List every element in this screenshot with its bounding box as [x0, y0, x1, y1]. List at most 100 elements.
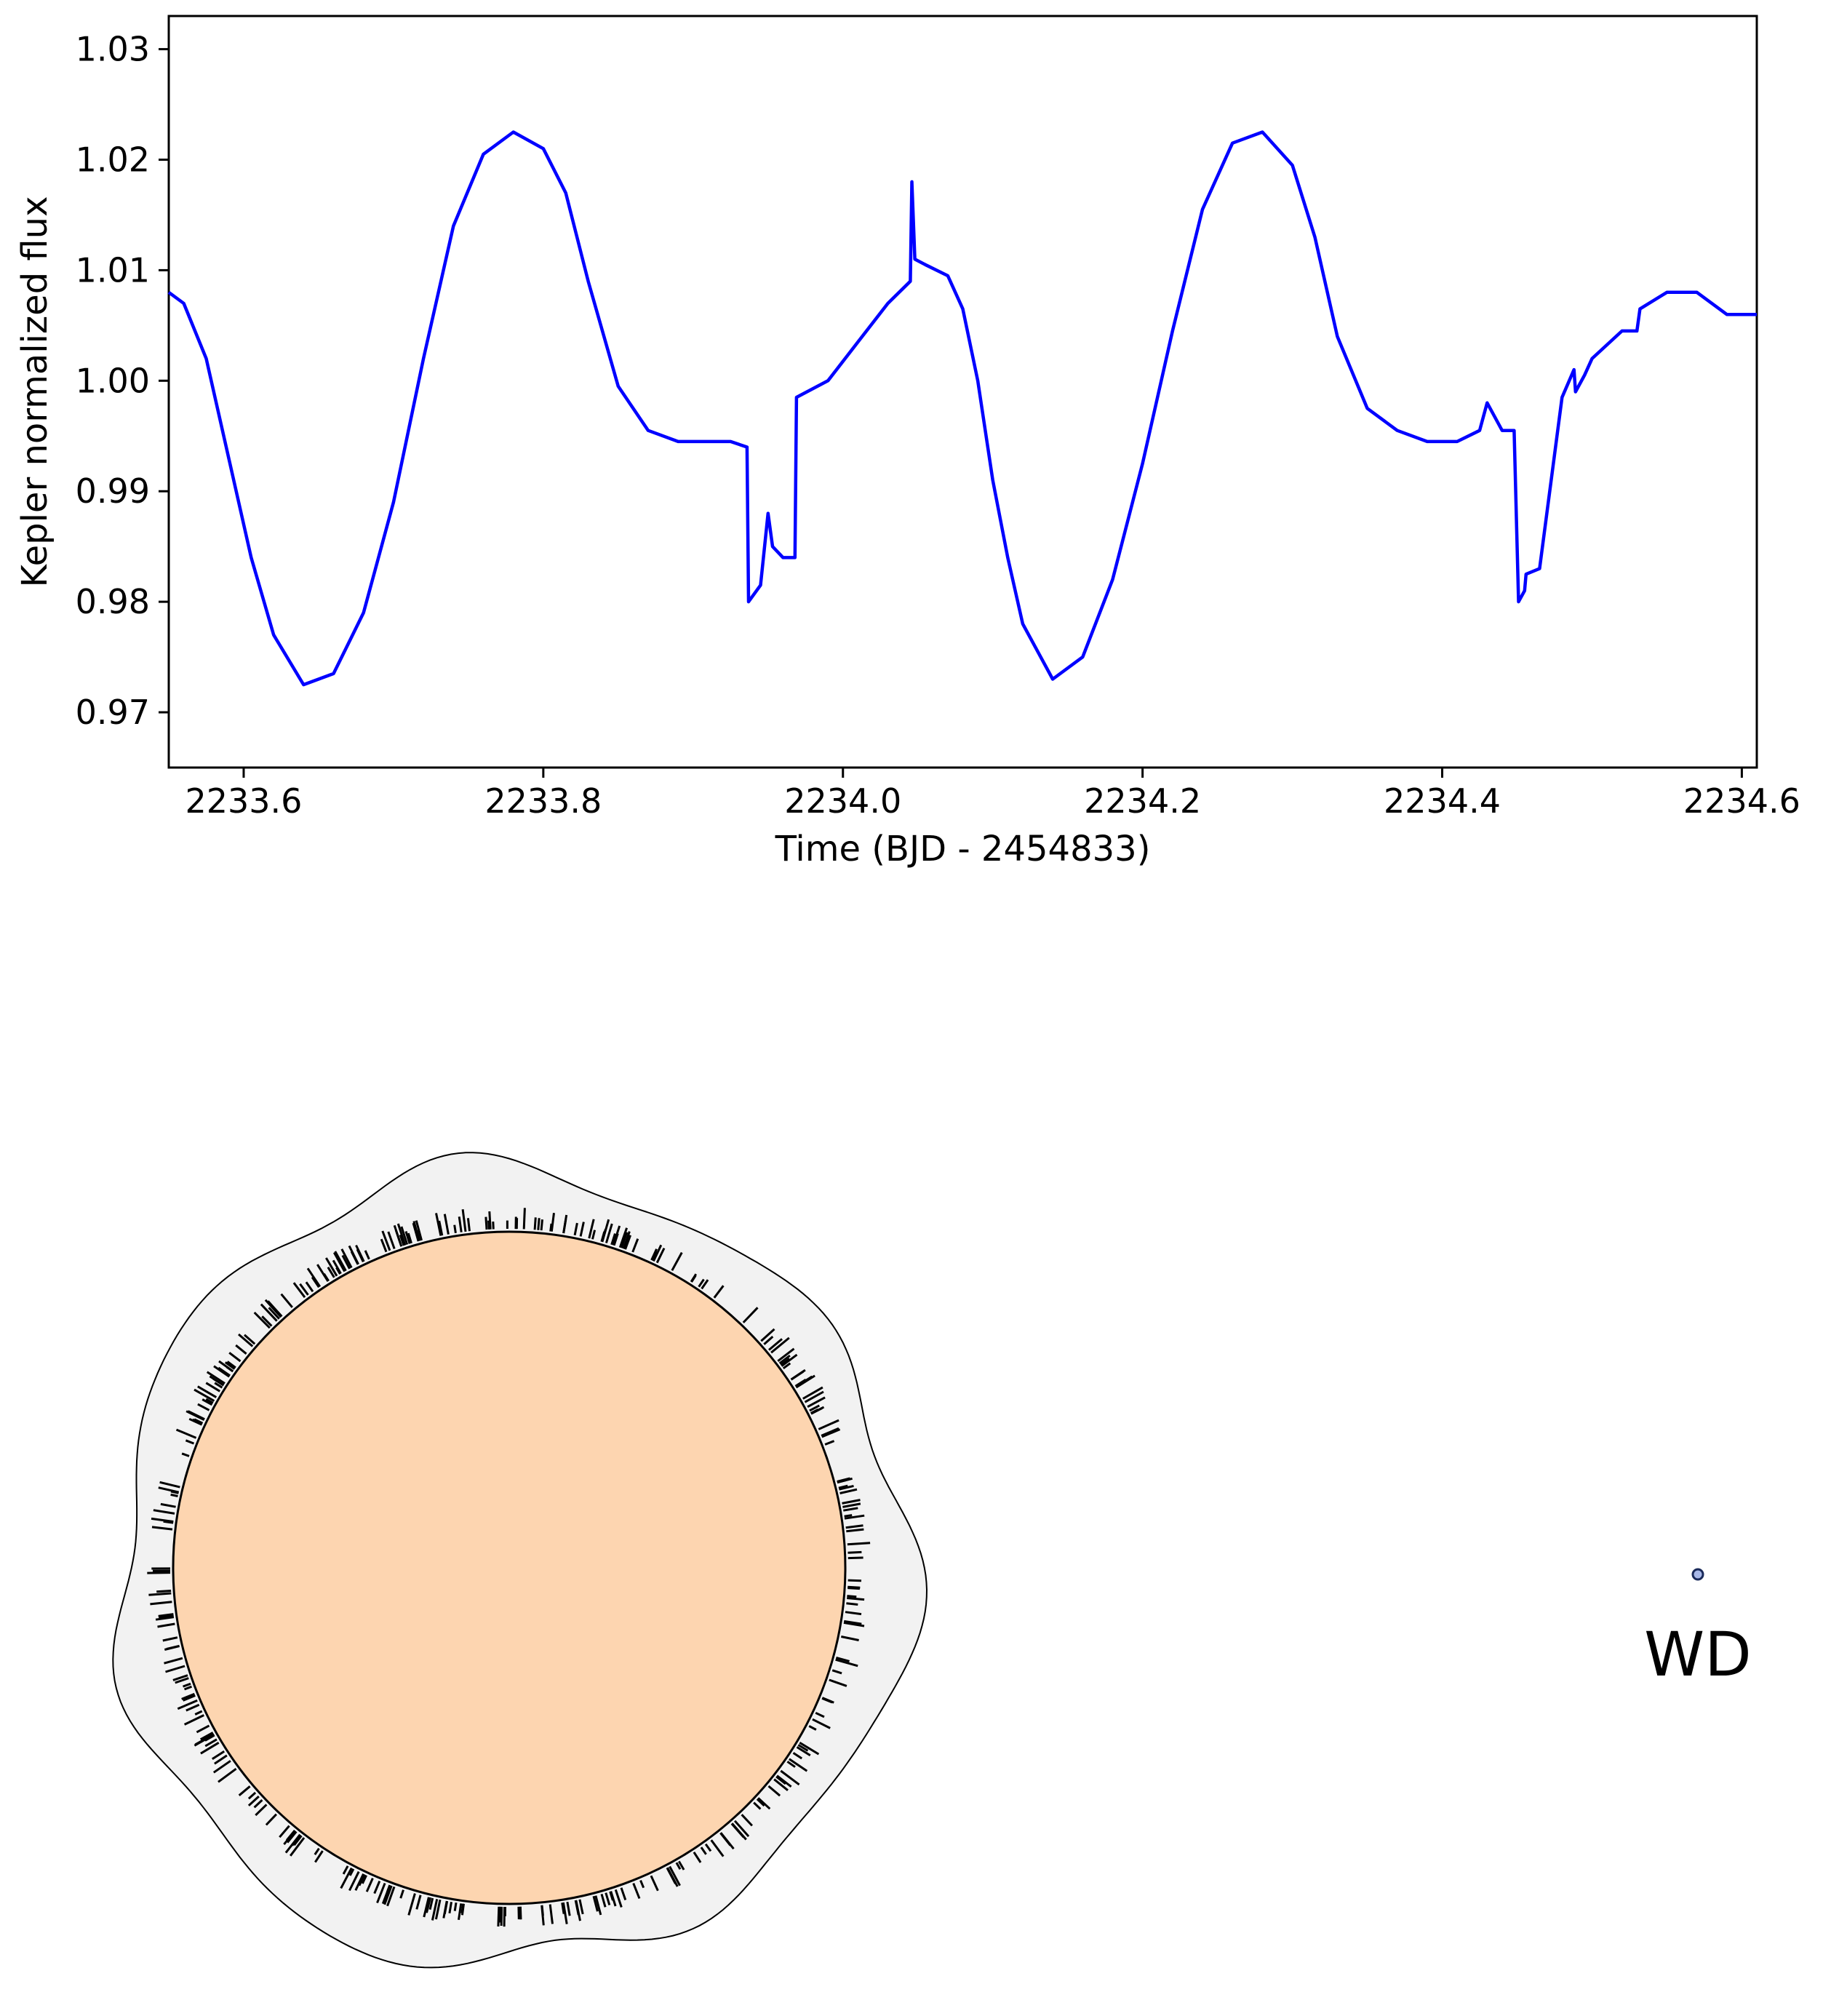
- surface-tick: [838, 1484, 848, 1489]
- surface-tick: [836, 1656, 850, 1662]
- surface-tick: [790, 1370, 805, 1381]
- surface-tick: [781, 1353, 798, 1367]
- surface-tick: [669, 1865, 681, 1886]
- surface-tick: [757, 1797, 771, 1810]
- surface-tick: [399, 1889, 404, 1899]
- surface-tick: [804, 1390, 824, 1403]
- surface-tick: [361, 1874, 367, 1884]
- surface-tick: [380, 1238, 388, 1253]
- surface-tick: [383, 1885, 393, 1905]
- surface-tick: [316, 1264, 330, 1283]
- surface-tick: [364, 1250, 370, 1260]
- surface-tick: [341, 1254, 351, 1270]
- surface-tick: [279, 1825, 290, 1838]
- surface-tick: [742, 1307, 759, 1323]
- surface-tick: [843, 1507, 858, 1512]
- surface-tick: [775, 1775, 786, 1785]
- surface-tick: [194, 1418, 204, 1425]
- surface-tick: [847, 1579, 862, 1582]
- surface-tick: [238, 1333, 254, 1347]
- surface-tick: [678, 1860, 685, 1870]
- surface-tick: [261, 1315, 273, 1327]
- surface-tick: [573, 1222, 578, 1236]
- surface-tick: [426, 1897, 431, 1909]
- surface-tick: [396, 1223, 407, 1246]
- surface-tick: [218, 1366, 231, 1377]
- surface-tick: [431, 1898, 439, 1921]
- surface-tick: [579, 1222, 585, 1237]
- red-dwarf-star: [172, 1230, 847, 1905]
- surface-tick: [196, 1724, 210, 1734]
- surface-tick: [224, 1361, 236, 1370]
- surface-tick: [831, 1669, 842, 1675]
- surface-tick: [182, 1682, 191, 1688]
- surface-tick: [284, 1833, 301, 1854]
- surface-tick: [461, 1209, 467, 1232]
- surface-tick: [183, 1714, 204, 1726]
- surface-tick: [458, 1216, 463, 1232]
- surface-tick: [693, 1851, 702, 1863]
- surface-tick: [756, 1798, 765, 1807]
- surface-tick: [847, 1550, 862, 1554]
- plot-frame: [167, 15, 1758, 769]
- surface-tick: [348, 1245, 359, 1265]
- surface-tick: [181, 1452, 190, 1457]
- y-tick-label: 1.00: [76, 361, 150, 400]
- surface-tick: [286, 1830, 298, 1844]
- surface-tick: [226, 1366, 234, 1373]
- surface-tick: [443, 1214, 450, 1235]
- surface-tick: [150, 1601, 172, 1606]
- surface-tick: [226, 1360, 236, 1369]
- surface-tick: [204, 1734, 215, 1742]
- surface-tick: [773, 1778, 789, 1791]
- surface-tick: [428, 1897, 434, 1911]
- surface-tick: [214, 1382, 223, 1389]
- surface-tick: [438, 1220, 444, 1236]
- surface-tick: [620, 1887, 627, 1900]
- surface-tick: [561, 1903, 565, 1914]
- surface-tick: [434, 1899, 442, 1920]
- surface-tick: [492, 1222, 495, 1230]
- surface-tick: [299, 1283, 309, 1296]
- surface-tick: [183, 1694, 196, 1702]
- white-dwarf-label: WD: [1644, 1619, 1752, 1690]
- x-tick-label: 2233.6: [185, 781, 302, 821]
- surface-tick: [165, 1665, 186, 1673]
- surface-tick: [435, 1213, 442, 1236]
- x-tick-label: 2234.4: [1384, 781, 1501, 821]
- surface-tick: [202, 1398, 213, 1406]
- surface-tick: [786, 1761, 796, 1768]
- surface-tick: [158, 1613, 174, 1617]
- surface-tick: [156, 1590, 172, 1593]
- surface-tick: [794, 1379, 807, 1387]
- surface-tick: [815, 1711, 825, 1718]
- surface-tick: [666, 1867, 677, 1884]
- surface-tick: [407, 1893, 416, 1916]
- surface-tick: [247, 1791, 257, 1800]
- surface-tick: [845, 1524, 863, 1529]
- surface-tick: [197, 1403, 210, 1411]
- surface-tick: [147, 1571, 171, 1574]
- surface-tick: [591, 1230, 597, 1240]
- surface-tick: [844, 1514, 853, 1518]
- surface-tick: [675, 1862, 682, 1870]
- surface-tick: [423, 1897, 430, 1918]
- surface-tick: [655, 1247, 666, 1264]
- surface-tick: [358, 1873, 366, 1886]
- surface-tick: [575, 1900, 581, 1921]
- surface-tick: [175, 1677, 189, 1684]
- surface-tick: [253, 1799, 263, 1809]
- surface-tick: [818, 1419, 839, 1430]
- flux-series-line: [167, 130, 1757, 687]
- surface-tick: [847, 1595, 857, 1598]
- surface-tick: [387, 1231, 396, 1250]
- surface-tick: [497, 1906, 500, 1927]
- surface-tick: [741, 1814, 753, 1827]
- surface-tick: [327, 1267, 335, 1278]
- surface-tick: [348, 1870, 360, 1892]
- surface-tick: [186, 1410, 205, 1421]
- surface-tick: [540, 1219, 543, 1231]
- x-axis-ticks: 2233.6 2233.8 2234.0 2234.2 2234.4 2234.6: [185, 768, 1800, 821]
- surface-tick: [260, 1303, 278, 1322]
